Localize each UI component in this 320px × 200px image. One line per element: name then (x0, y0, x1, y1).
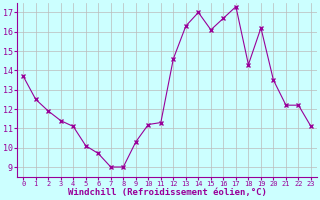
X-axis label: Windchill (Refroidissement éolien,°C): Windchill (Refroidissement éolien,°C) (68, 188, 267, 197)
